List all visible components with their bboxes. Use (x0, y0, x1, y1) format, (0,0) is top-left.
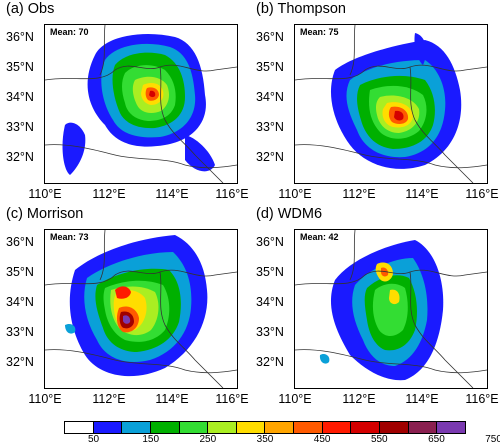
x-tick-label: 116°E (465, 392, 499, 406)
x-tick-label: 116°E (465, 187, 499, 201)
map-area: Mean: 42 (294, 229, 488, 389)
y-tick-label: 34°N (256, 90, 284, 104)
y-tick-label: 36°N (6, 235, 34, 249)
province-borders (295, 25, 487, 183)
colorbar-swatch (150, 422, 180, 433)
y-tick-label: 36°N (256, 30, 284, 44)
panel-wdm6: (d) WDM6 (250, 205, 500, 420)
precip-field (45, 25, 237, 183)
colorbar-swatch (122, 422, 151, 433)
y-tick-label: 36°N (6, 30, 34, 44)
precip-field (45, 230, 237, 388)
mean-label: Mean: 70 (49, 27, 90, 37)
colorbar-label: 350 (256, 434, 274, 445)
y-tick-label: 32°N (6, 355, 34, 369)
precip-contours (330, 33, 462, 169)
precip-field (295, 230, 487, 388)
map-area: Mean: 70 (44, 24, 238, 184)
y-tick-label: 34°N (6, 90, 34, 104)
y-tick-label: 33°N (256, 325, 284, 339)
colorbar-swatch (351, 422, 381, 433)
y-tick-label: 35°N (256, 265, 284, 279)
colorbar-swatch (208, 422, 237, 433)
x-tick-label: 116°E (215, 392, 249, 406)
colorbar-swatch (179, 422, 209, 433)
x-tick-label: 114°E (405, 392, 439, 406)
colorbar-swatch (294, 422, 323, 433)
x-tick-label: 116°E (215, 187, 249, 201)
colorbar-label: 250 (199, 434, 217, 445)
precip-contours (319, 240, 444, 381)
colorbar-label: 50 (88, 434, 100, 445)
colorbar-label: 650 (428, 434, 445, 445)
x-tick-label: 112°E (342, 187, 376, 201)
precip-contours (65, 235, 208, 377)
x-tick-label: 110°E (28, 392, 62, 406)
y-tick-label: 32°N (6, 150, 34, 164)
x-tick-label: 110°E (278, 392, 312, 406)
colorbar-swatch (65, 422, 94, 433)
colorbar-swatch (437, 422, 465, 433)
colorbar-label: 150 (142, 434, 160, 445)
panel-title: (c) Morrison (6, 206, 84, 222)
x-tick-label: 110°E (278, 187, 312, 201)
precip-contours (62, 34, 215, 175)
panel-thompson: (b) Thompson (250, 0, 500, 215)
mean-label: Mean: 75 (299, 27, 340, 37)
province-borders (45, 25, 237, 183)
y-tick-label: 32°N (256, 150, 284, 164)
colorbar-swatch (380, 422, 409, 433)
colorbar-swatch (408, 422, 438, 433)
mean-label: Mean: 73 (49, 232, 90, 242)
y-tick-label: 36°N (256, 235, 284, 249)
colorbar-label: 750 (485, 434, 500, 445)
y-tick-label: 32°N (256, 355, 284, 369)
colorbar-swatch (236, 422, 266, 433)
y-tick-label: 34°N (6, 295, 34, 309)
x-tick-label: 114°E (155, 187, 189, 201)
colorbar-label: 550 (370, 434, 388, 445)
precip-field (295, 25, 487, 183)
colorbar (64, 421, 466, 434)
y-tick-label: 34°N (256, 295, 284, 309)
x-tick-label: 112°E (92, 187, 126, 201)
colorbar-swatch (93, 422, 123, 433)
y-tick-label: 33°N (6, 120, 34, 134)
y-tick-label: 33°N (6, 325, 34, 339)
panel-morrison: (c) Morrison (0, 205, 250, 420)
province-borders (295, 230, 487, 388)
colorbar-swatch (322, 422, 352, 433)
x-tick-label: 110°E (28, 187, 62, 201)
y-tick-label: 33°N (256, 120, 284, 134)
province-borders (45, 230, 237, 388)
panel-obs: (a) Obs (0, 0, 250, 215)
mean-label: Mean: 42 (299, 232, 340, 242)
panel-title: (d) WDM6 (256, 206, 323, 222)
colorbar-label: 450 (313, 434, 331, 445)
y-tick-label: 35°N (6, 265, 34, 279)
x-tick-label: 112°E (342, 392, 376, 406)
colorbar-swatch (265, 422, 295, 433)
map-area: Mean: 75 (294, 24, 488, 184)
panel-title: (a) Obs (6, 1, 55, 17)
y-tick-label: 35°N (256, 60, 284, 74)
x-tick-label: 114°E (405, 187, 439, 201)
panel-title: (b) Thompson (256, 1, 346, 17)
x-tick-label: 114°E (155, 392, 189, 406)
map-area: Mean: 73 (44, 229, 238, 389)
y-tick-label: 35°N (6, 60, 34, 74)
x-tick-label: 112°E (92, 392, 126, 406)
